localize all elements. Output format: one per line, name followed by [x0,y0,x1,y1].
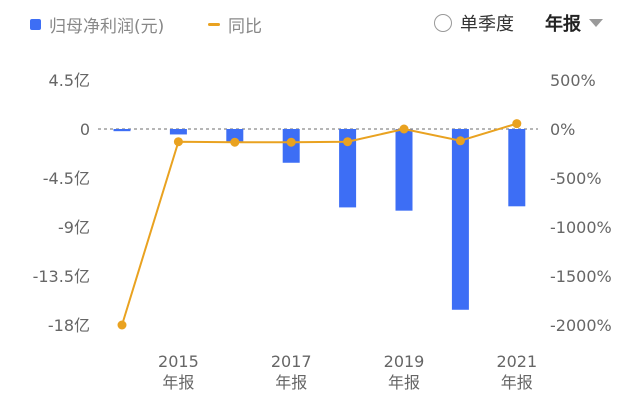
yoy-line [121,122,518,326]
yoy-point[interactable] [343,137,353,147]
net-profit-bar[interactable] [451,129,469,310]
yoy-point[interactable] [230,137,240,147]
yoy-point[interactable] [286,137,296,147]
x-tick-year-label: 2017 [271,352,312,371]
y-left-tick-label: -18亿 [48,316,90,335]
net-profit-bar[interactable] [169,129,187,135]
net-profit-bar[interactable] [395,129,413,211]
radio-circle-icon[interactable] [434,14,452,32]
y-left-tick-label: -9亿 [58,218,90,237]
single-quarter-toggle[interactable]: 单季度 [434,10,514,36]
legend-net-profit-label: 归母净利润(元) [49,17,165,37]
y-left-tick-label: 0 [80,120,90,139]
y-left-tick-label: -4.5亿 [43,169,90,188]
legend-yoy[interactable]: 同比 [208,12,262,37]
caret-down-icon [589,19,603,27]
legend-yoy-label: 同比 [228,17,262,37]
x-tick-year-label: 2021 [496,352,537,371]
y-right-tick-label: -500% [550,169,602,188]
legend-net-profit[interactable]: 归母净利润(元) [30,12,164,37]
x-tick-period-label: 年报 [388,373,420,392]
yoy-point[interactable] [455,136,465,146]
legend-line-swatch [208,23,220,26]
y-right-tick-label: -1000% [550,218,612,237]
y-left-tick-label: -13.5亿 [33,267,90,286]
y-right-tick-label: -2000% [550,316,612,335]
net-profit-bar[interactable] [339,129,357,208]
x-tick-year-label: 2019 [384,352,425,371]
legend-bar-swatch [30,19,41,30]
yoy-point[interactable] [117,320,127,330]
y-right-tick-label: 500% [550,71,596,90]
period-label: 年报 [545,14,581,35]
yoy-point[interactable] [173,137,183,147]
y-right-tick-label: -1500% [550,267,612,286]
yoy-point[interactable] [512,119,522,129]
net-profit-bar[interactable] [113,129,131,132]
x-tick-year-label: 2015 [158,352,199,371]
yoy-point[interactable] [399,124,409,134]
y-left-tick-label: 4.5亿 [49,71,90,90]
x-tick-period-label: 年报 [501,373,533,392]
period-dropdown[interactable]: 年报 [545,10,603,36]
y-right-tick-label: 0% [550,120,575,139]
x-tick-period-label: 年报 [162,373,194,392]
net-profit-bar[interactable] [226,129,244,143]
net-profit-bar[interactable] [508,129,526,207]
chart-header: 归母净利润(元) 同比 单季度 年报 [0,0,640,50]
single-quarter-label: 单季度 [460,14,514,35]
x-tick-period-label: 年报 [275,373,307,392]
